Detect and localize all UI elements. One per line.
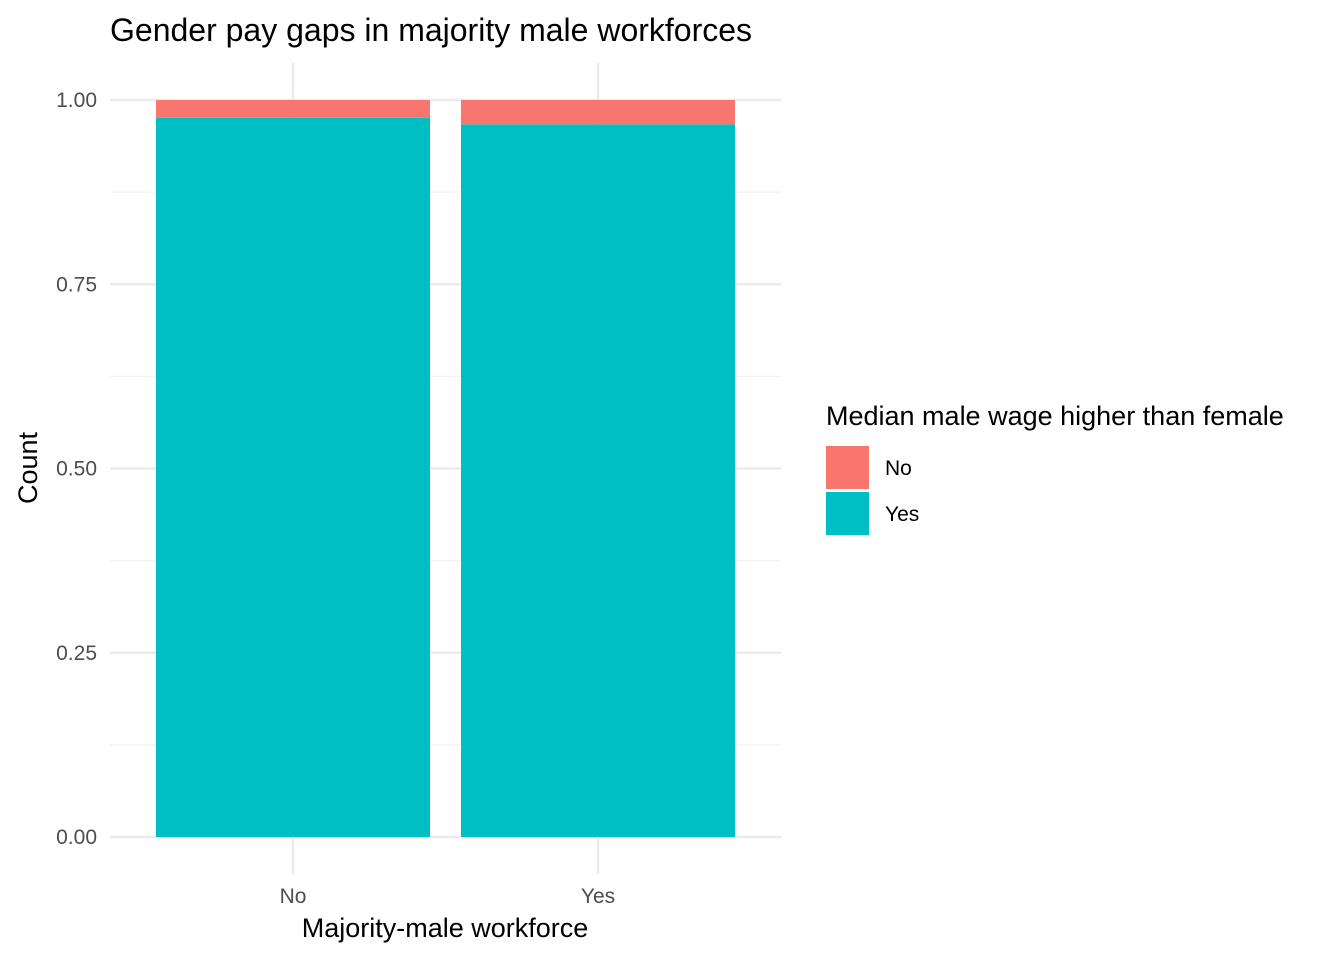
- legend: Median male wage higher than female No Ye…: [826, 401, 1284, 535]
- y-tick-label: 1.00: [56, 89, 97, 112]
- x-axis-title: Majority-male workforce: [302, 913, 589, 943]
- bar-no-yes: [156, 117, 430, 838]
- x-tick-label: Yes: [581, 885, 615, 908]
- chart-title: Gender pay gaps in majority male workfor…: [110, 12, 752, 48]
- y-tick-label: 0.00: [56, 826, 97, 849]
- y-tick-label: 0.75: [56, 273, 97, 296]
- legend-key-yes: [826, 492, 869, 535]
- y-tick-label: 0.50: [56, 458, 97, 481]
- bar-no-no: [156, 100, 430, 118]
- y-tick-label: 0.25: [56, 642, 97, 665]
- y-axis-ticks: 0.00 0.25 0.50 0.75 1.00: [56, 89, 97, 849]
- legend-label-no: No: [885, 457, 912, 480]
- legend-title: Median male wage higher than female: [826, 401, 1284, 431]
- x-tick-label: No: [280, 885, 307, 908]
- plot-bars: [156, 100, 735, 838]
- bar-yes-no: [461, 100, 735, 125]
- legend-label-yes: Yes: [885, 503, 919, 526]
- legend-items: No Yes: [826, 446, 919, 535]
- legend-key-no: [826, 446, 869, 489]
- bar-yes-yes: [461, 124, 735, 838]
- x-axis-ticks: No Yes: [280, 885, 616, 908]
- y-axis-title: Count: [13, 431, 43, 504]
